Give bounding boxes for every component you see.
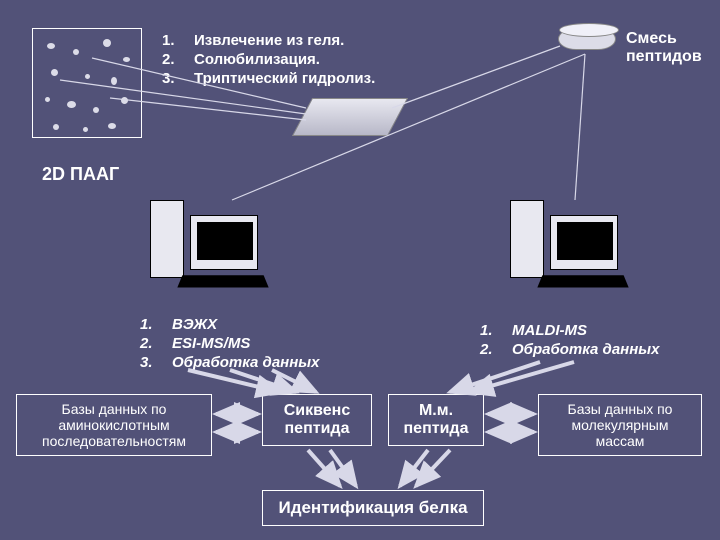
db-left-box: Базы данных по аминокислотным последоват…	[16, 394, 212, 456]
line: Сиквенс	[284, 402, 350, 420]
num: 3.	[140, 354, 160, 373]
line: пептида	[284, 420, 350, 438]
num: 2.	[162, 51, 182, 70]
db-right-box: Базы данных по молекулярным массам	[538, 394, 702, 456]
gel-spot	[121, 97, 128, 104]
gel-square	[32, 28, 142, 138]
item: Обработка данных	[172, 354, 319, 373]
mm-box: М.м. пептида	[388, 394, 484, 446]
item: Солюбилизация.	[194, 51, 320, 70]
computer-right-icon	[510, 200, 630, 300]
num: 1.	[480, 322, 500, 341]
item: ВЭЖХ	[172, 316, 217, 335]
line: массам	[568, 433, 673, 449]
item: MALDI-MS	[512, 322, 587, 341]
sequence-box: Сиквенс пептида	[262, 394, 372, 446]
gel-spot	[45, 97, 50, 102]
gel-spot	[93, 107, 99, 113]
line: аминокислотным	[42, 417, 186, 433]
item: ESI-MS/MS	[172, 335, 250, 354]
gel-spot	[47, 43, 55, 49]
line: последовательностям	[42, 433, 186, 449]
gel-spot	[103, 39, 111, 47]
line: Базы данных по	[42, 401, 186, 417]
gel-spot	[85, 74, 90, 79]
num: 1.	[140, 316, 160, 335]
computer-left-icon	[150, 200, 270, 300]
mixture-label: Смесь пептидов	[626, 30, 702, 66]
line: М.м.	[404, 402, 469, 420]
gel-spot	[83, 127, 88, 132]
gel-spot	[73, 49, 79, 55]
gel-spot	[108, 123, 116, 129]
gel-spot	[111, 77, 117, 85]
gel-spot	[51, 69, 58, 76]
cylinder-icon	[558, 28, 616, 50]
gel-spot	[123, 57, 130, 62]
item: Обработка данных	[512, 341, 659, 360]
line: Базы данных по	[568, 401, 673, 417]
line: молекулярным	[568, 417, 673, 433]
left-steps: 1. ВЭЖХ 2. ESI-MS/MS 3. Обработка данных	[140, 316, 319, 372]
num: 2.	[480, 341, 500, 360]
right-steps: 1. MALDI-MS 2. Обработка данных	[480, 322, 659, 360]
mixture-line2: пептидов	[626, 48, 702, 66]
item: Триптический гидролиз.	[194, 70, 375, 89]
top-steps: 1. Извлечение из геля. 2. Солюбилизация. 3…	[162, 32, 375, 88]
gel-spot	[67, 101, 76, 108]
text: Идентификация белка	[278, 498, 467, 518]
gel-label: 2D ПААГ	[42, 164, 119, 185]
gel-spot	[53, 124, 59, 130]
identification-box: Идентификация белка	[262, 490, 484, 526]
num: 3.	[162, 70, 182, 89]
item: Извлечение из геля.	[194, 32, 344, 51]
microplate-icon	[292, 98, 408, 136]
num: 2.	[140, 335, 160, 354]
line: пептида	[404, 420, 469, 438]
num: 1.	[162, 32, 182, 51]
mixture-line1: Смесь	[626, 30, 702, 48]
